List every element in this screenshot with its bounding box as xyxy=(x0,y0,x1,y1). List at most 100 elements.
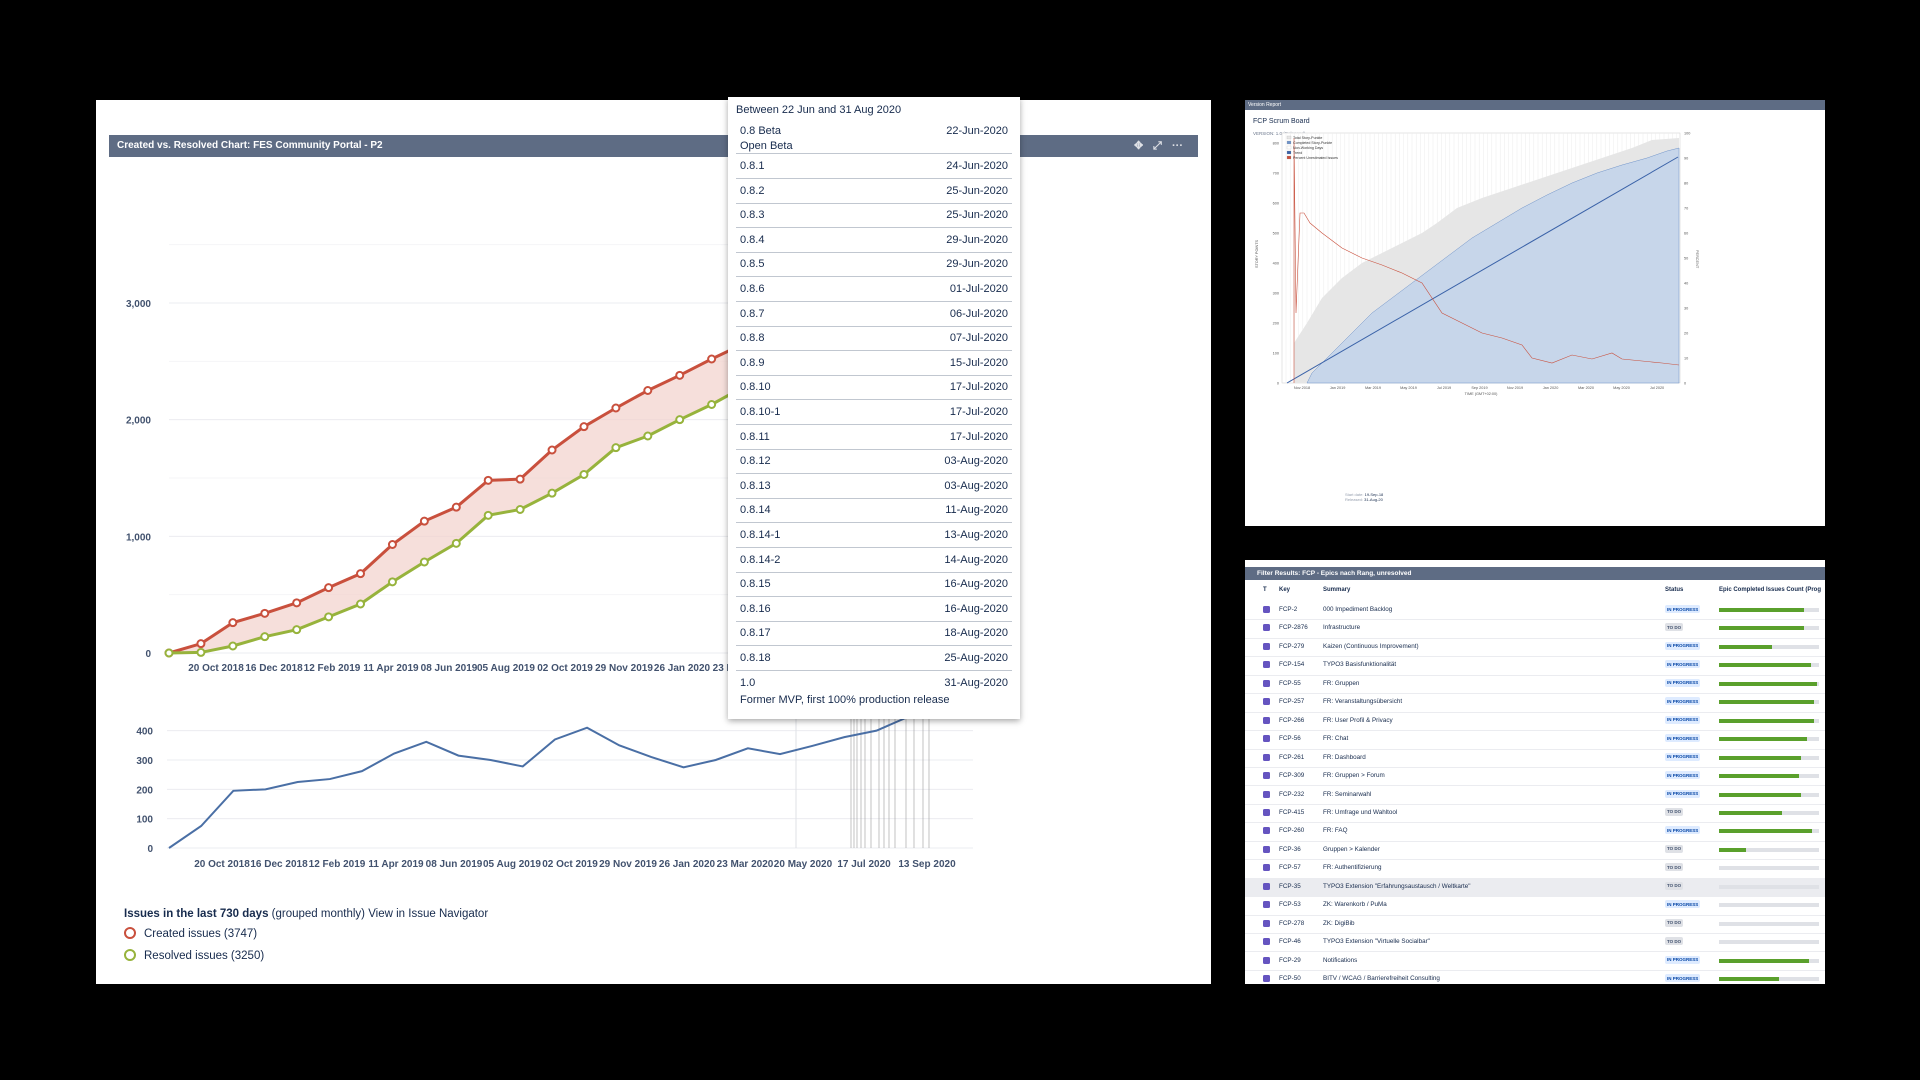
issue-key[interactable]: FCP-53 xyxy=(1279,901,1301,909)
table-row[interactable]: FCP-261 FR: Dashboard IN PROGRESS xyxy=(1245,749,1825,768)
move-icon[interactable]: ✥ xyxy=(1134,140,1144,152)
issue-summary[interactable]: TYPO3 Extension "Virtuelle Socialbar" xyxy=(1323,938,1430,946)
issue-summary[interactable]: ZK: DigiBib xyxy=(1323,919,1355,927)
expand-icon[interactable]: ⤢ xyxy=(1153,140,1162,152)
x-tick-label: 02 Oct 2019 xyxy=(542,859,598,870)
table-row[interactable]: FCP-53 ZK: Warenkorb / PuMa IN PROGRESS xyxy=(1245,896,1825,916)
table-row[interactable]: FCP-415 FR: Umfrage und Wahltool TO DO xyxy=(1245,804,1825,824)
issue-summary[interactable]: FR: Dashboard xyxy=(1323,753,1366,761)
issue-summary[interactable]: FR: Veranstaltungsübersicht xyxy=(1323,698,1403,706)
y-tick-label: 200 xyxy=(136,785,153,796)
data-point xyxy=(675,415,685,425)
table-row[interactable]: FCP-36 Gruppen > Kalender TO DO xyxy=(1245,841,1825,861)
legend-resolved[interactable]: Resolved issues (3250) xyxy=(124,949,264,962)
release-date-label: Released: xyxy=(1345,497,1364,502)
table-row[interactable]: FCP-309 FR: Gruppen > Forum IN PROGRESS xyxy=(1245,767,1825,787)
issue-summary[interactable]: BITV / WCAG / Barrierefreiheit Consultin… xyxy=(1323,975,1440,982)
col-type-header[interactable]: T xyxy=(1263,587,1267,593)
epic-icon xyxy=(1263,845,1270,853)
col-key-header[interactable]: Key xyxy=(1279,587,1291,593)
issue-summary[interactable]: Infrastructure xyxy=(1323,624,1361,632)
epic-icon xyxy=(1263,661,1270,669)
issue-summary[interactable]: 000 Impediment Backlog xyxy=(1323,606,1393,613)
x-tick-label: 13 Sep 2020 xyxy=(898,859,956,870)
issue-summary[interactable]: FR: Gruppen xyxy=(1323,679,1360,687)
issue-key[interactable]: FCP-46 xyxy=(1279,938,1301,946)
issue-key[interactable]: FCP-50 xyxy=(1279,975,1301,982)
issue-summary[interactable]: FR: Seminarwahl xyxy=(1323,790,1372,798)
x-tick-label: 05 Aug 2019 xyxy=(483,859,541,870)
issue-summary[interactable]: FR: Authentifizierung xyxy=(1323,864,1382,872)
issue-key[interactable]: FCP-55 xyxy=(1279,679,1301,687)
table-row[interactable]: FCP-257 FR: Veranstaltungsübersicht IN PRO… xyxy=(1245,693,1825,713)
col-status-header[interactable]: Status xyxy=(1665,587,1684,593)
issue-key[interactable]: FCP-35 xyxy=(1279,882,1301,890)
issue-summary[interactable]: Gruppen > Kalender xyxy=(1323,845,1380,853)
tooltip-version: 0.8.4 xyxy=(740,233,765,246)
issue-summary[interactable]: Notifications xyxy=(1323,956,1358,964)
issue-summary[interactable]: FR: FAQ xyxy=(1323,827,1348,835)
issue-key[interactable]: FCP-56 xyxy=(1279,735,1301,743)
epic-icon xyxy=(1263,901,1270,909)
issue-key[interactable]: FCP-261 xyxy=(1279,753,1305,761)
issue-key[interactable]: FCP-57 xyxy=(1279,864,1301,872)
issue-key[interactable]: FCP-29 xyxy=(1279,956,1301,964)
issue-key[interactable]: FCP-266 xyxy=(1279,716,1305,724)
issue-key[interactable]: FCP-415 xyxy=(1279,808,1305,816)
legend-resolved-label: Resolved issues (3250) xyxy=(144,950,265,962)
y-tick-label: 2,000 xyxy=(126,416,151,427)
issue-summary[interactable]: FR: Gruppen > Forum xyxy=(1323,772,1385,780)
tooltip-row: 0.8.6 01-Jul-2020 xyxy=(736,277,1012,302)
table-row[interactable]: FCP-55 FR: Gruppen IN PROGRESS xyxy=(1245,675,1825,695)
issue-key[interactable]: FCP-154 xyxy=(1279,661,1305,669)
data-point xyxy=(419,557,429,567)
issue-summary[interactable]: TYPO3 Basisfunktionalität xyxy=(1323,661,1397,669)
issue-summary[interactable]: TYPO3 Extension "Erfahrungsaustausch / W… xyxy=(1323,882,1471,890)
table-row[interactable]: FCP-35 TYPO3 Extension "Erfahrungsaustaus… xyxy=(1245,877,1825,898)
issue-summary[interactable]: FR: Chat xyxy=(1323,735,1349,743)
table-row[interactable]: FCP-260 FR: FAQ IN PROGRESS xyxy=(1245,822,1825,842)
issue-key[interactable]: FCP-257 xyxy=(1279,698,1305,706)
progress-bar xyxy=(1719,626,1819,631)
table-row[interactable]: FCP-279 Kaizen (Continuous Improvement) IN… xyxy=(1245,638,1825,658)
issue-key[interactable]: FCP-36 xyxy=(1279,845,1301,853)
col-summary-header[interactable]: Summary xyxy=(1323,587,1351,593)
data-point xyxy=(387,577,397,587)
col-progress-header[interactable]: Epic Completed Issues Count (Prog xyxy=(1719,587,1822,593)
table-row[interactable]: FCP-50 BITV / WCAG / Barrierefreiheit Con… xyxy=(1245,970,1825,984)
tooltip-version-description: Former MVP, first 100% production releas… xyxy=(740,694,950,706)
table-row[interactable]: FCP-46 TYPO3 Extension "Virtuelle Socialb… xyxy=(1245,933,1825,953)
issue-key[interactable]: FCP-2 xyxy=(1279,606,1298,613)
tooltip-date: 22-Jun-2020 xyxy=(946,125,1008,137)
board-title[interactable]: FCP Scrum Board xyxy=(1253,118,1310,125)
issue-key[interactable]: FCP-2876 xyxy=(1279,624,1308,632)
table-row[interactable]: FCP-2 000 Impediment Backlog IN PROGRESS xyxy=(1245,601,1825,621)
completed-points-area xyxy=(1306,147,1680,384)
table-row[interactable]: FCP-29 Notifications IN PROGRESS xyxy=(1245,952,1825,971)
status-badge: IN PROGRESS xyxy=(1665,974,1701,982)
tooltip-row: 0.8.2 25-Jun-2020 xyxy=(736,179,1012,204)
issue-summary[interactable]: ZK: Warenkorb / PuMa xyxy=(1323,901,1387,909)
issue-key[interactable]: FCP-309 xyxy=(1279,772,1305,780)
x-tick-label: 16 Dec 2018 xyxy=(245,663,303,674)
issue-navigator-link[interactable]: View in Issue Navigator xyxy=(368,908,489,920)
issue-key[interactable]: FCP-279 xyxy=(1279,642,1305,650)
issue-summary[interactable]: FR: User Profil & Privacy xyxy=(1323,716,1393,724)
table-row[interactable]: FCP-56 FR: Chat IN PROGRESS xyxy=(1245,730,1825,750)
table-row[interactable]: FCP-57 FR: Authentifizierung TO DO xyxy=(1245,859,1825,879)
table-row[interactable]: FCP-2876 Infrastructure TO DO xyxy=(1245,619,1825,639)
tooltip-version: 0.8.6 xyxy=(740,283,765,295)
table-row[interactable]: FCP-154 TYPO3 Basisfunktionalität IN PROGR… xyxy=(1245,656,1825,676)
issue-summary[interactable]: FR: Umfrage und Wahltool xyxy=(1323,808,1398,816)
legend-created[interactable]: Created issues (3747) xyxy=(124,927,257,940)
tooltip-date: 03-Aug-2020 xyxy=(944,455,1008,468)
table-row[interactable]: FCP-232 FR: Seminarwahl IN PROGRESS xyxy=(1245,786,1825,805)
issue-summary[interactable]: Kaizen (Continuous Improvement) xyxy=(1323,642,1419,650)
issue-key[interactable]: FCP-232 xyxy=(1279,790,1305,798)
issue-key[interactable]: FCP-278 xyxy=(1279,919,1305,927)
table-row[interactable]: FCP-266 FR: User Profil & Privacy IN PROGR… xyxy=(1245,712,1825,732)
more-icon[interactable]: ··· xyxy=(1172,140,1183,152)
table-row[interactable]: FCP-278 ZK: DigiBib TO DO xyxy=(1245,915,1825,935)
issue-key[interactable]: FCP-260 xyxy=(1279,827,1305,835)
